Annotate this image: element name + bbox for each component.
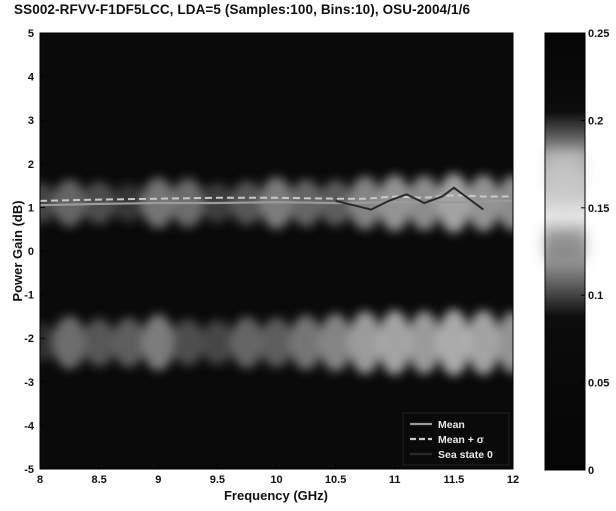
x-axis-label: Frequency (GHz)	[224, 488, 328, 503]
heatmap-cell	[289, 315, 323, 370]
heatmap-cell	[496, 175, 513, 231]
colorbar-frame	[544, 32, 586, 471]
legend-label: Mean + σ	[438, 434, 484, 446]
heatmap-cell	[408, 310, 441, 375]
y-tick-label: 4	[28, 72, 35, 84]
heatmap-cell	[230, 316, 264, 369]
heatmap-cell	[53, 315, 86, 370]
heatmap-cell	[437, 309, 471, 376]
heatmap-cell	[40, 182, 57, 224]
heatmap-cell	[40, 322, 57, 363]
y-axis: 5 4 3 2 1 0 -1 -2 -3 -4 -5	[24, 28, 45, 476]
colorbar-tick-label: 0.05	[588, 378, 609, 390]
y-tick-label: -3	[24, 377, 34, 389]
y-tick-label: 0	[28, 246, 34, 258]
x-tick-label: 10	[270, 474, 282, 486]
y-tick-label: 1	[28, 202, 34, 214]
x-tick-label: 10.5	[325, 474, 346, 486]
heatmap-cell	[82, 318, 116, 367]
plot-background	[40, 33, 513, 469]
colorbar-tick-label: 0.15	[588, 203, 609, 215]
series-line	[335, 186, 484, 211]
series-line	[40, 194, 513, 202]
heatmap-cell	[53, 179, 86, 227]
heatmap-cell	[201, 320, 234, 365]
colorbar-ticks: 0.25 0.2 0.15 0.1 0.05 0	[581, 28, 609, 477]
legend: Mean Mean + σ Sea state 0	[402, 412, 510, 466]
chart-title: SS002-RFVV-F1DF5LCC, LDA=5 (Samples:100,…	[14, 2, 471, 17]
colorbar-tick-label: 0.2	[588, 115, 603, 127]
colorbar-texture	[545, 150, 585, 260]
heatmap-cell	[467, 174, 500, 232]
y-tick-label: -2	[24, 333, 34, 345]
heatmap-cell	[496, 311, 513, 374]
x-tick-label: 8	[37, 474, 43, 486]
heatmap-cell	[378, 310, 412, 375]
heatmap-cell	[112, 317, 145, 368]
heatmap-cell	[171, 319, 205, 366]
colorbar-tick-label: 0	[588, 465, 594, 477]
y-tick-label: -4	[24, 420, 35, 432]
x-tick-label: 9.5	[210, 474, 225, 486]
heatmap-cell	[467, 310, 500, 375]
x-tick-label: 9	[155, 474, 161, 486]
y-axis-label: Power Gain (dB)	[10, 200, 25, 301]
x-tick-label: 8.5	[91, 474, 106, 486]
x-tick-label: 11.5	[443, 474, 464, 486]
y-tick-label: 5	[28, 28, 34, 40]
heatmap-cell	[260, 317, 293, 368]
series-lines	[40, 186, 513, 211]
heatmap-cell	[319, 313, 352, 372]
heatmap-cell	[141, 314, 175, 371]
y-tick-label: -5	[24, 464, 34, 476]
y-tick-label: 2	[28, 159, 34, 171]
x-tick-label: 12	[507, 474, 519, 486]
colorbar-tick-label: 0.25	[588, 28, 609, 40]
legend-label: Mean	[438, 419, 465, 431]
y-tick-label: 3	[28, 115, 34, 127]
x-tick-label: 11	[389, 474, 401, 486]
heatmap-cell	[348, 310, 382, 375]
y-tick-label: -1	[24, 290, 34, 302]
legend-label: Sea state 0	[438, 449, 493, 461]
x-axis: 8 8.5 9 9.5 10 10.5 11 11.5 12	[37, 464, 519, 486]
series-line	[40, 199, 513, 207]
colorbar-tick-label: 0.1	[588, 290, 603, 302]
